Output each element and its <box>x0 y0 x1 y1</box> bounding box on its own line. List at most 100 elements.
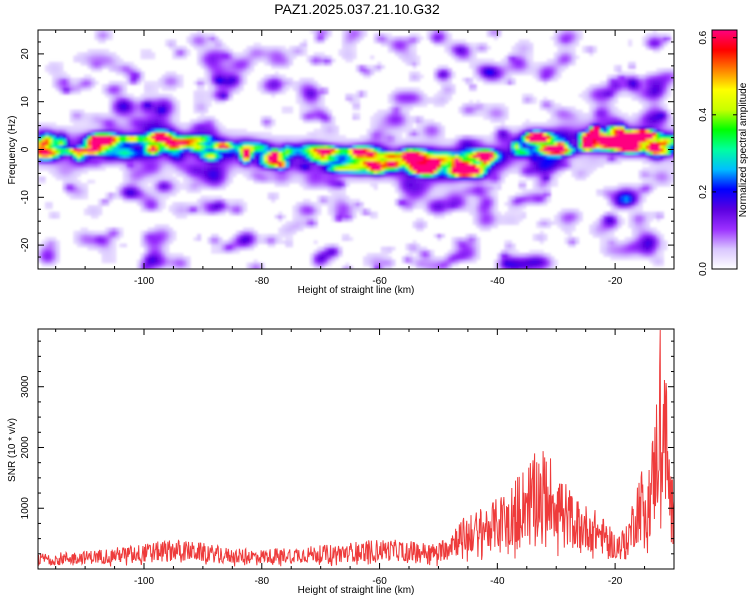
heatmap-cell <box>334 218 339 222</box>
heatmap-cell <box>306 221 311 225</box>
heatmap-cell <box>48 160 53 165</box>
heatmap-cell <box>476 151 481 155</box>
heatmap-cell <box>45 246 50 251</box>
heatmap-cell <box>119 135 124 139</box>
heatmap-cell <box>299 205 304 210</box>
heatmap-cell <box>186 173 191 178</box>
heatmap-cell <box>610 202 615 206</box>
heatmap-cell <box>568 240 573 245</box>
heatmap-cell <box>41 151 46 155</box>
heatmap-cell <box>334 192 339 197</box>
heatmap-cell <box>451 195 456 200</box>
heatmap-cell <box>172 189 177 194</box>
heatmap-cell <box>490 160 495 165</box>
heatmap-cell <box>624 256 629 261</box>
heatmap-cell <box>292 208 297 213</box>
heatmap-cell <box>401 138 407 143</box>
heatmap-cell <box>356 198 361 203</box>
heatmap-cell <box>426 249 431 254</box>
heatmap-cell <box>129 147 134 152</box>
heatmap-cell <box>596 189 601 194</box>
heatmap-cell <box>550 160 555 165</box>
heatmap-cell <box>147 246 152 251</box>
heatmap-cell <box>345 151 350 155</box>
heatmap-cell <box>543 131 548 136</box>
heatmap-cell <box>115 141 120 146</box>
heatmap-cell <box>182 202 187 206</box>
heatmap-cell <box>536 131 541 136</box>
heatmap-cell <box>136 198 142 203</box>
heatmap-cell <box>416 192 421 197</box>
heatmap-cell <box>274 144 279 149</box>
heatmap-cell <box>426 144 431 149</box>
heatmap-cell <box>465 253 470 257</box>
heatmap-cell <box>546 154 551 159</box>
heatmap-cell <box>324 176 329 181</box>
heatmap-cell <box>168 237 173 241</box>
heatmap-cell <box>398 151 403 155</box>
heatmap-cell <box>476 249 481 254</box>
heatmap-cell <box>154 205 159 210</box>
heatmap-cell <box>518 202 523 206</box>
heatmap-cell <box>642 211 647 216</box>
heatmap-cell <box>112 131 117 136</box>
heatmap-cell <box>119 138 124 143</box>
heatmap-cell <box>55 259 60 264</box>
heatmap-cell <box>257 179 262 184</box>
heatmap-cell <box>341 163 346 168</box>
heatmap-cell <box>366 144 371 149</box>
heatmap-cell <box>112 163 117 168</box>
heatmap-cell <box>592 154 597 159</box>
heatmap-cell <box>444 265 449 269</box>
heatmap-cell <box>564 138 569 143</box>
heatmap-cell <box>207 176 212 181</box>
heatmap-cell <box>458 186 463 190</box>
heatmap-cell <box>585 135 590 139</box>
heatmap-cell <box>327 163 332 168</box>
heatmap-cell <box>472 243 477 248</box>
heatmap-cell <box>451 138 456 143</box>
heatmap-cell <box>306 160 311 165</box>
heatmap-cell <box>638 182 643 187</box>
heatmap-cell <box>539 128 544 133</box>
heatmap-cell <box>161 179 166 184</box>
heatmap-cell <box>416 205 421 210</box>
heatmap-cell <box>398 170 403 174</box>
heatmap-cell <box>550 265 555 269</box>
heatmap-cell <box>168 256 173 261</box>
heatmap-cell <box>500 173 505 178</box>
heatmap-cell <box>267 243 272 248</box>
heatmap-cell <box>299 224 304 229</box>
heatmap-cell <box>214 135 219 139</box>
heatmap-cell <box>465 151 470 155</box>
heatmap-cell <box>324 147 329 152</box>
heatmap-cell <box>73 195 78 200</box>
heatmap-cell <box>560 221 566 225</box>
heatmap-cell <box>525 151 530 155</box>
heatmap-cell <box>405 170 410 174</box>
heatmap-cell <box>539 259 544 264</box>
heatmap-cell <box>306 151 311 155</box>
heatmap-cell <box>433 154 438 159</box>
heatmap-cell <box>493 224 498 229</box>
heatmap-cell <box>73 233 78 238</box>
heatmap-cell <box>317 198 322 203</box>
heatmap-cell <box>115 233 120 238</box>
heatmap-cell <box>518 195 523 200</box>
heatmap-cell <box>288 221 293 225</box>
heatmap-cell <box>387 138 392 143</box>
heatmap-cell <box>295 154 301 159</box>
heatmap-cell <box>211 151 216 155</box>
heatmap-cell <box>628 253 633 257</box>
heatmap-cell <box>186 208 191 213</box>
heatmap-cell <box>232 202 237 206</box>
heatmap-cell <box>451 147 456 152</box>
heatmap-cell <box>211 157 216 162</box>
heatmap-cell <box>564 151 569 155</box>
heatmap-cell <box>652 246 657 251</box>
heatmap-cell <box>317 265 322 269</box>
heatmap-cell <box>101 131 106 136</box>
heatmap-cell <box>419 167 424 171</box>
heatmap-cell <box>631 144 636 149</box>
heatmap-cell <box>83 233 89 238</box>
